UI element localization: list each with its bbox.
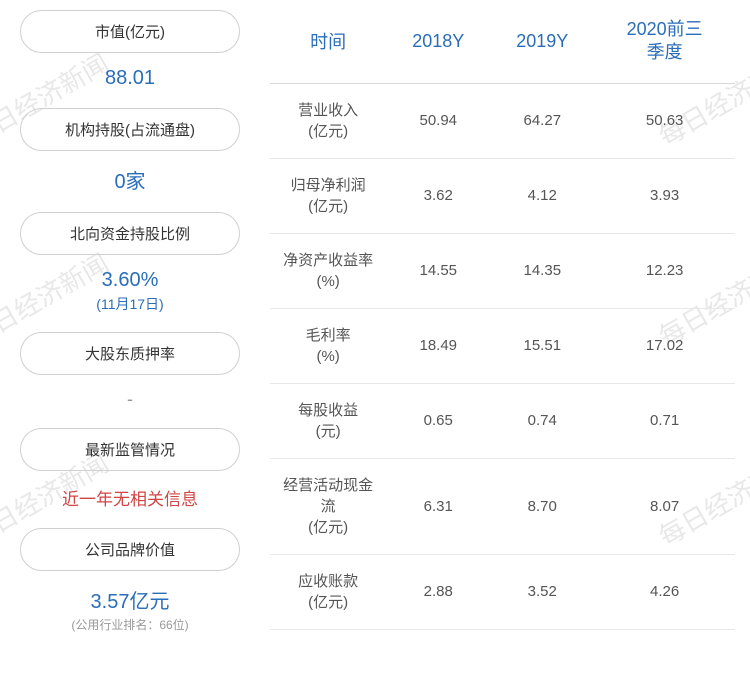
cell: 50.63	[594, 83, 735, 158]
table-row: 净资产收益率(%) 14.55 14.35 12.23	[270, 233, 735, 308]
institutional-holdings-label: 机构持股(占流通盘)	[20, 108, 240, 151]
cell: 3.52	[490, 554, 594, 629]
cell: 2.88	[386, 554, 490, 629]
northbound-holdings-label: 北向资金持股比例	[20, 212, 240, 255]
regulatory-status-label: 最新监管情况	[20, 428, 240, 471]
cell: 15.51	[490, 308, 594, 383]
market-cap-value: 88.01	[20, 59, 240, 102]
market-cap-label: 市值(亿元)	[20, 10, 240, 53]
cell: 50.94	[386, 83, 490, 158]
table-row: 毛利率(%) 18.49 15.51 17.02	[270, 308, 735, 383]
cell: 3.93	[594, 158, 735, 233]
institutional-holdings-value: 0家	[20, 157, 240, 206]
cell: 0.71	[594, 383, 735, 458]
cell: 8.07	[594, 458, 735, 554]
row-label: 营业收入(亿元)	[270, 83, 386, 158]
cell: 4.12	[490, 158, 594, 233]
row-label: 毛利率(%)	[270, 308, 386, 383]
table-row: 经营活动现金流(亿元) 6.31 8.70 8.07	[270, 458, 735, 554]
col-2018: 2018Y	[386, 0, 490, 83]
left-panel: 市值(亿元) 88.01 机构持股(占流通盘) 0家 北向资金持股比例 3.60…	[0, 0, 260, 678]
table-row: 应收账款(亿元) 2.88 3.52 4.26	[270, 554, 735, 629]
col-time: 时间	[270, 0, 386, 83]
row-label: 每股收益(元)	[270, 383, 386, 458]
cell: 4.26	[594, 554, 735, 629]
brand-value-label: 公司品牌价值	[20, 528, 240, 571]
cell: 0.74	[490, 383, 594, 458]
cell: 14.35	[490, 233, 594, 308]
table-row: 营业收入(亿元) 50.94 64.27 50.63	[270, 83, 735, 158]
northbound-holdings-value: 3.60% (11月17日)	[20, 261, 240, 326]
row-label: 归母净利润(亿元)	[270, 158, 386, 233]
financial-table-panel: 时间 2018Y 2019Y 2020前三季度 营业收入(亿元) 50.94 6…	[260, 0, 750, 678]
cell: 64.27	[490, 83, 594, 158]
financial-table: 时间 2018Y 2019Y 2020前三季度 营业收入(亿元) 50.94 6…	[270, 0, 735, 630]
table-row: 每股收益(元) 0.65 0.74 0.71	[270, 383, 735, 458]
cell: 17.02	[594, 308, 735, 383]
table-row: 归母净利润(亿元) 3.62 4.12 3.93	[270, 158, 735, 233]
table-header-row: 时间 2018Y 2019Y 2020前三季度	[270, 0, 735, 83]
col-2020q3: 2020前三季度	[594, 0, 735, 83]
pledge-rate-value: -	[20, 381, 240, 422]
cell: 14.55	[386, 233, 490, 308]
cell: 6.31	[386, 458, 490, 554]
regulatory-status-value: 近一年无相关信息	[20, 477, 240, 522]
row-label: 经营活动现金流(亿元)	[270, 458, 386, 554]
row-label: 应收账款(亿元)	[270, 554, 386, 629]
col-2019: 2019Y	[490, 0, 594, 83]
row-label: 净资产收益率(%)	[270, 233, 386, 308]
cell: 18.49	[386, 308, 490, 383]
cell: 3.62	[386, 158, 490, 233]
cell: 0.65	[386, 383, 490, 458]
cell: 12.23	[594, 233, 735, 308]
table-body: 营业收入(亿元) 50.94 64.27 50.63 归母净利润(亿元) 3.6…	[270, 83, 735, 629]
pledge-rate-label: 大股东质押率	[20, 332, 240, 375]
brand-value-value: 3.57亿元 (公用行业排名：66位)	[20, 577, 240, 645]
cell: 8.70	[490, 458, 594, 554]
